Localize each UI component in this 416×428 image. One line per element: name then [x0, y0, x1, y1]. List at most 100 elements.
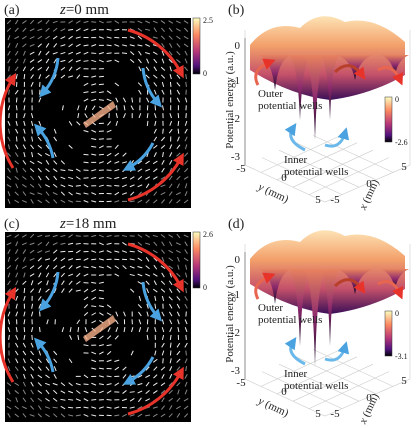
field-arrow — [106, 184, 112, 187]
field-arrow — [14, 66, 19, 72]
potential-well — [381, 269, 409, 289]
outer-label: potential wells — [258, 100, 322, 112]
field-arrow — [177, 120, 180, 126]
field-arrow — [8, 89, 10, 95]
field-arrow — [168, 296, 173, 301]
field-arrow — [184, 168, 189, 173]
field-arrow — [137, 413, 143, 418]
field-arrow — [145, 398, 151, 402]
field-arrow — [169, 152, 173, 158]
field-arrow — [106, 60, 112, 62]
field-arrow — [15, 183, 19, 189]
field-arrow — [145, 381, 150, 387]
field-arrow — [91, 414, 97, 417]
field-arrow — [130, 51, 135, 56]
field-arrow — [45, 397, 50, 402]
field-arrow — [153, 128, 157, 134]
field-arrow — [145, 20, 151, 24]
field-arrow — [184, 50, 188, 56]
field-arrow — [15, 397, 19, 403]
field-arrow — [52, 192, 58, 196]
field-arrow — [30, 233, 35, 239]
field-arrow — [106, 176, 112, 180]
field-arrow — [146, 58, 150, 64]
red-arrow — [127, 366, 184, 416]
field-arrow — [30, 198, 34, 204]
field-arrow — [184, 373, 188, 379]
field-arrow — [183, 35, 189, 40]
field-arrow — [98, 242, 104, 246]
field-arrow — [7, 198, 11, 204]
field-arrow — [84, 105, 88, 111]
field-arrow — [68, 51, 74, 55]
field-arrow — [15, 167, 18, 173]
field-arrow — [83, 161, 89, 164]
field-arrow — [15, 373, 19, 379]
field-arrow — [145, 28, 151, 31]
field-arrow — [75, 289, 81, 292]
field-arrow — [39, 311, 41, 317]
field-arrow — [23, 334, 26, 340]
y-tick-label: -5 — [236, 163, 246, 175]
field-arrow — [22, 280, 27, 285]
blue-arrow — [39, 271, 60, 312]
field-arrow — [106, 359, 112, 363]
field-arrow — [176, 303, 181, 309]
field-arrow — [152, 234, 158, 238]
field-arrow — [22, 358, 26, 364]
field-arrow — [30, 144, 35, 150]
field-arrow — [44, 250, 51, 253]
field-arrow — [145, 257, 150, 262]
field-arrow — [138, 311, 142, 317]
field-arrow — [153, 280, 157, 286]
field-arrow — [83, 406, 89, 409]
field-arrow — [106, 335, 112, 340]
potential-well — [320, 269, 340, 346]
field-arrow — [98, 99, 104, 101]
field-arrow — [176, 167, 181, 173]
field-arrow — [53, 272, 58, 278]
field-arrow — [23, 97, 26, 103]
field-arrow — [169, 342, 172, 348]
field-arrow — [160, 413, 166, 418]
field-arrow — [68, 234, 73, 238]
field-arrow — [21, 242, 27, 246]
field-arrow — [154, 327, 157, 333]
field-arrow — [169, 241, 173, 247]
z-tick-label: -1 — [231, 75, 240, 87]
field-arrow — [22, 43, 27, 48]
field-arrow — [184, 152, 189, 157]
field-arrow — [6, 382, 12, 387]
field-arrow — [29, 160, 35, 165]
field-arrow — [68, 75, 74, 78]
field-arrow — [137, 390, 143, 394]
field-arrow — [98, 250, 104, 253]
field-arrow — [37, 234, 43, 238]
field-arrow — [98, 59, 104, 63]
field-arrow — [161, 89, 165, 95]
field-arrow — [153, 366, 158, 371]
field-arrow — [23, 295, 26, 301]
field-arrow — [6, 397, 12, 402]
field-arrow — [6, 405, 12, 410]
red-arrow — [0, 286, 17, 383]
field-arrow — [121, 398, 128, 402]
field-arrow — [185, 74, 187, 80]
field-arrow — [169, 373, 173, 379]
field-arrow — [83, 91, 89, 94]
field-arrow — [15, 144, 19, 150]
field-arrow — [75, 59, 81, 63]
field-arrow — [145, 74, 150, 79]
field-arrow — [52, 265, 58, 270]
field-arrow — [152, 249, 158, 254]
field-arrow — [176, 413, 181, 418]
field-arrow — [91, 176, 97, 180]
field-arrow — [115, 319, 119, 325]
panel-label: (a) — [4, 3, 20, 18]
field-arrow — [121, 176, 128, 180]
field-arrow — [184, 27, 189, 32]
field-arrow — [168, 58, 173, 64]
field-arrow — [37, 382, 42, 387]
field-arrow — [7, 35, 11, 41]
field-arrow — [31, 136, 34, 142]
